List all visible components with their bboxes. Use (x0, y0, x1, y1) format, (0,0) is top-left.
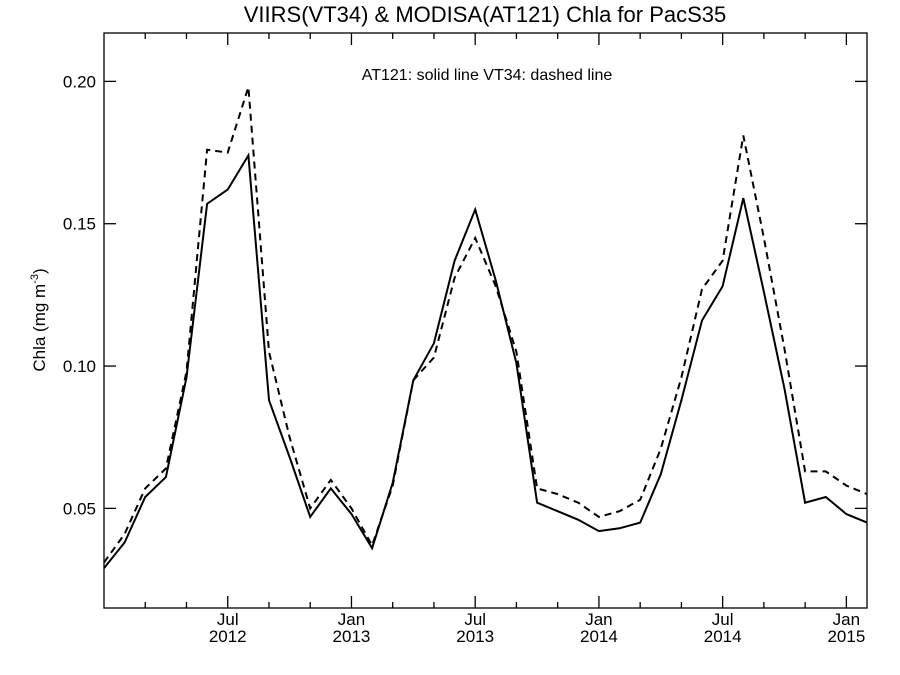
y-tick-label: 0.10 (63, 357, 96, 376)
x-tick-year: 2015 (827, 627, 865, 646)
x-tick-year: 2012 (209, 627, 247, 646)
y-tick-label: 0.20 (63, 72, 96, 91)
plot-frame (103, 32, 868, 609)
y-axis-label-close: ) (30, 268, 49, 274)
series-at121-solid-line (103, 152, 868, 569)
x-tick-month: Jan (833, 610, 860, 629)
x-tick-month: Jan (338, 610, 365, 629)
y-axis-label-superscript: -3 (29, 274, 41, 284)
line-style-legend: AT121: solid line VT34: dashed line (362, 67, 613, 84)
y-axis-label-main: Chla (mg m (30, 284, 49, 372)
chart-title: VIIRS(VT34) & MODISA(AT121) Chla for Pac… (244, 2, 727, 27)
x-tick-year: 2014 (704, 627, 742, 646)
y-tick-label: 0.05 (63, 499, 96, 518)
axes: 0.050.100.150.20Jul2012Jan2013Jul2013Jan… (63, 33, 867, 646)
x-tick-year: 2013 (333, 627, 371, 646)
series-vt34-dashed-line (103, 86, 868, 564)
y-tick-label: 0.15 (63, 215, 96, 234)
x-tick-month: Jul (712, 610, 734, 629)
x-tick-month: Jul (464, 610, 486, 629)
x-tick-month: Jan (585, 610, 612, 629)
y-axis-label: Chla (mg m-3) (29, 268, 49, 371)
x-tick-month: Jul (217, 610, 239, 629)
series-layer (103, 86, 868, 569)
x-tick-year: 2014 (580, 627, 618, 646)
x-tick-year: 2013 (456, 627, 494, 646)
